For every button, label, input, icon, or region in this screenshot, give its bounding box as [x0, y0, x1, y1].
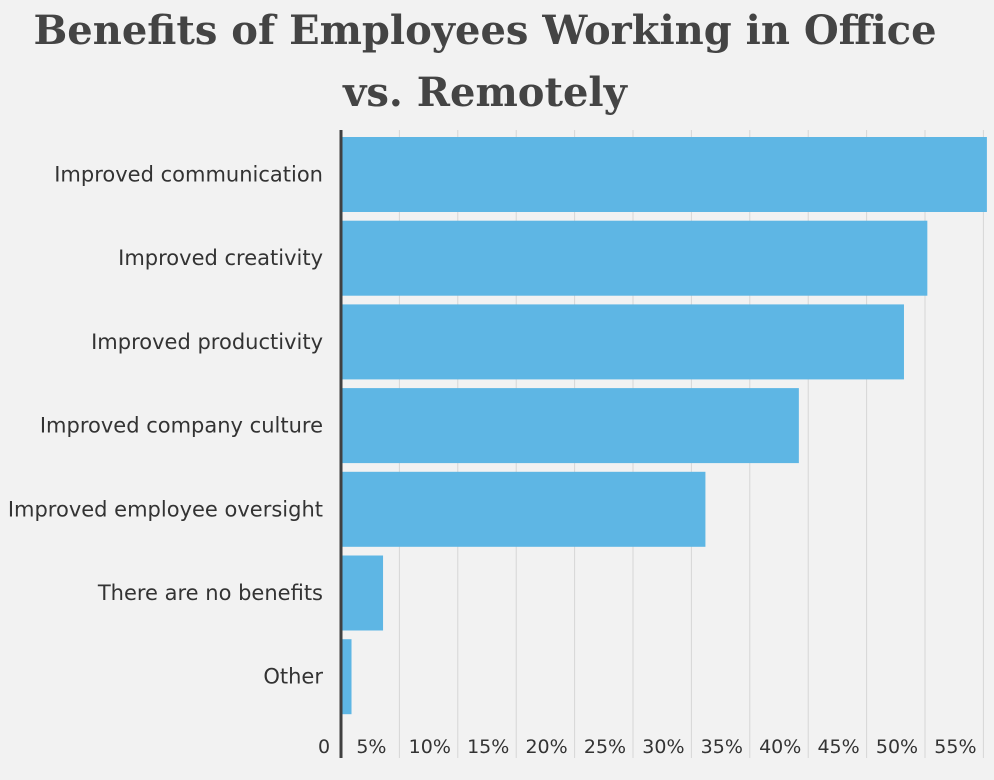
- x-tick-label: 25%: [584, 736, 626, 758]
- bar-improved-employee-oversight: [341, 471, 706, 547]
- bar-improved-communication: [341, 137, 987, 212]
- bar-there-are-no-benefits: [341, 555, 384, 631]
- x-tick-label: 50%: [876, 736, 918, 758]
- x-tick-label: 5%: [356, 736, 386, 758]
- category-labels: Improved communication Improved creativit…: [8, 163, 324, 689]
- bar-improved-creativity: [341, 220, 928, 296]
- category-label: Improved communication: [54, 163, 323, 187]
- x-tick-label: 15%: [467, 736, 509, 758]
- category-label: Improved company culture: [40, 414, 323, 438]
- bar-other: [341, 639, 352, 715]
- category-label: Improved productivity: [91, 330, 323, 354]
- bar-improved-productivity: [341, 304, 904, 380]
- x-tick-label: 35%: [701, 736, 743, 758]
- x-tick-label: 10%: [409, 736, 451, 758]
- x-tick-label: 55%: [934, 736, 976, 758]
- x-tick-label: 0: [318, 736, 330, 758]
- x-tick-labels: 0 5% 10% 15% 20% 25% 30% 35% 40% 45% 50% 55%: [318, 736, 977, 758]
- category-label: Other: [263, 665, 323, 689]
- category-label: Improved employee oversight: [8, 497, 323, 521]
- x-tick-label: 40%: [759, 736, 801, 758]
- category-label: There are no benefits: [97, 581, 323, 605]
- chart-title: Benefits of Employees Working in Office …: [33, 7, 937, 116]
- x-tick-label: 20%: [525, 736, 567, 758]
- bars: [341, 137, 987, 715]
- x-tick-label: 30%: [642, 736, 684, 758]
- x-tick-label: 45%: [817, 736, 859, 758]
- bar-improved-company-culture: [341, 388, 799, 464]
- category-label: Improved creativity: [118, 246, 323, 270]
